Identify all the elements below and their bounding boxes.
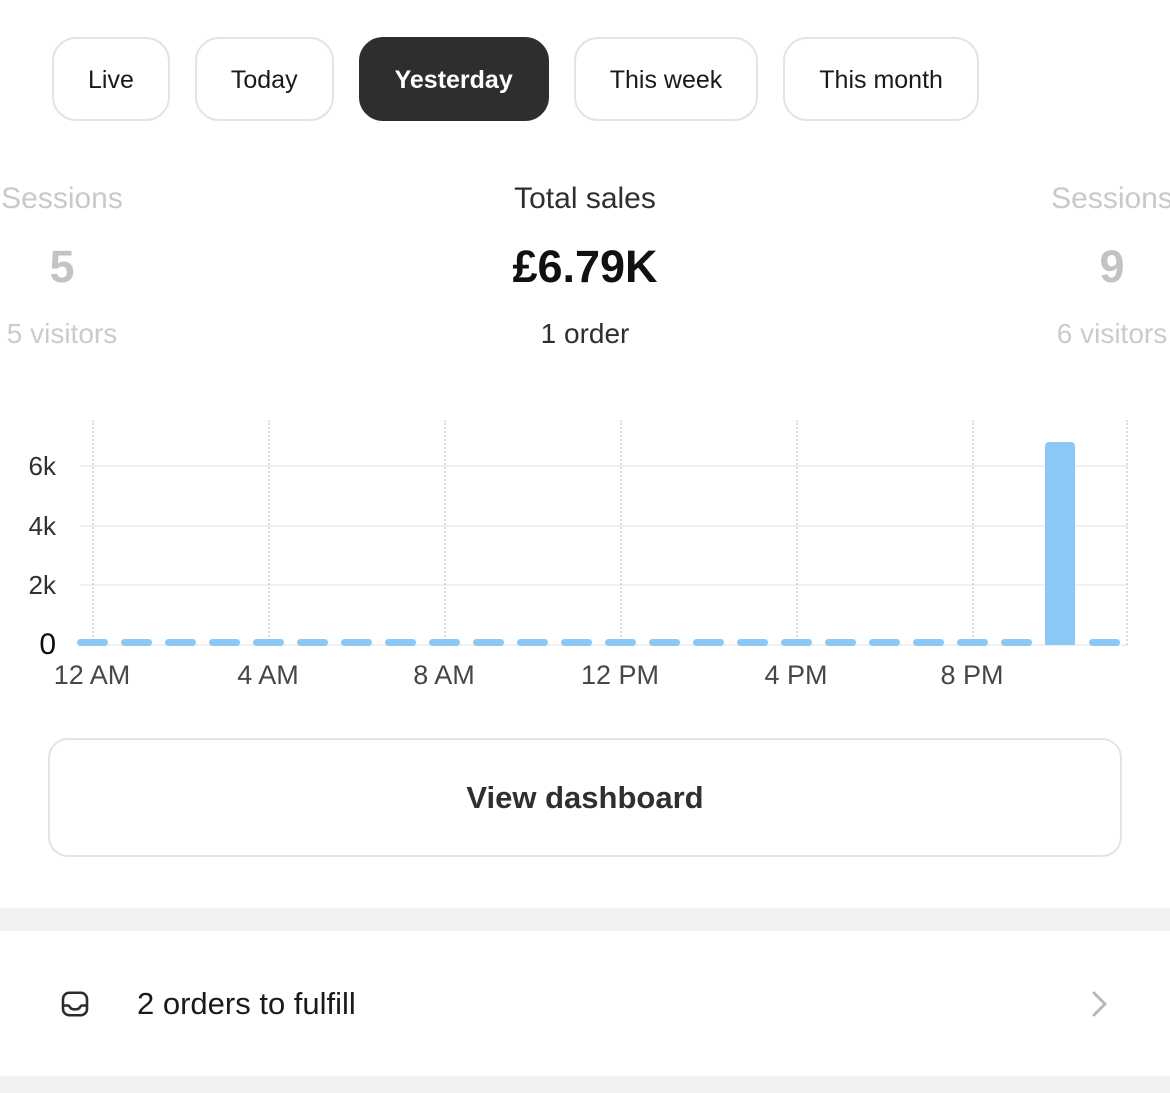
chart-zero-dash <box>1000 639 1032 646</box>
chart-zero-dash <box>164 639 196 646</box>
chart-zero-dash <box>780 639 812 646</box>
chart-gridline-h <box>80 584 1128 587</box>
metric-value: £6.79K <box>512 241 658 292</box>
metrics-carousel[interactable]: Sessions 5 5 visitors Total sales £6.79K… <box>0 175 1170 370</box>
chart-zero-dash <box>868 639 900 646</box>
chart-x-tick-label: 8 PM <box>940 660 1004 690</box>
orders-to-fulfill-row[interactable]: 2 orders to fulfill <box>0 931 1170 1076</box>
chart-zero-dash <box>340 639 372 646</box>
orders-inbox-icon <box>57 986 93 1022</box>
chart-gridline-v <box>92 420 94 645</box>
chart-zero-dash <box>516 639 548 646</box>
metric-value: 9 <box>1099 241 1125 292</box>
chart-y-tick-label: 6k <box>28 451 56 481</box>
tab-live[interactable]: Live <box>52 37 170 121</box>
chart-zero-dash <box>252 639 284 646</box>
chart-zero-dash <box>1088 639 1120 646</box>
chart-x-tick-label: 12 PM <box>580 660 660 690</box>
chart-zero-dash <box>76 639 108 646</box>
separator-band-bottom <box>0 1076 1170 1093</box>
separator-band-top <box>0 908 1170 931</box>
metric-label: Total sales <box>514 182 656 215</box>
chart-zero-dash <box>384 639 416 646</box>
metric-sessions-left: Sessions 5 5 visitors <box>0 175 232 351</box>
orders-label: 2 orders to fulfill <box>137 985 356 1021</box>
chart-x-tick-label: 12 AM <box>53 660 131 690</box>
metric-value: 5 <box>49 241 75 292</box>
chart-zero-dash <box>428 639 460 646</box>
metric-subtext: 5 visitors <box>6 318 118 349</box>
chart-gridline-h <box>80 465 1128 467</box>
metric-sessions-right: Sessions 9 6 visitors <box>942 175 1170 351</box>
chart-y-tick-label: 4k <box>28 510 56 541</box>
tab-today[interactable]: Today <box>194 37 334 121</box>
chart-gridline-v <box>620 420 622 645</box>
metric-label: Sessions <box>1 182 123 215</box>
tab-this-month[interactable]: This month <box>783 37 979 121</box>
chart-gridline-h <box>80 524 1128 527</box>
chart-gridline-v <box>268 420 270 645</box>
metric-total-sales: Total sales £6.79K 1 order <box>0 175 1170 351</box>
tab-yesterday[interactable]: Yesterday <box>358 37 549 121</box>
chart-zero-dash <box>736 639 768 646</box>
chevron-right-icon <box>1086 987 1112 1021</box>
chart-zero-dash <box>208 639 240 646</box>
chart-zero-dash <box>912 639 944 646</box>
metric-subtext: 6 visitors <box>1056 318 1168 349</box>
chart-zero-dash <box>956 639 988 646</box>
chart-zero-dash <box>472 639 504 646</box>
chart-zero-dash <box>296 639 328 646</box>
chart-x-tick-label: 4 AM <box>237 660 299 690</box>
chart-gridline-v <box>796 420 798 645</box>
chart-x-tick-label: 8 AM <box>413 660 475 690</box>
chart-gridline-v <box>972 420 974 645</box>
metric-label: Sessions <box>1051 182 1170 215</box>
chart-gridline-v <box>1126 420 1128 645</box>
chart-x-tick-label: 4 PM <box>764 660 828 690</box>
metric-subtext: 1 order <box>540 318 630 349</box>
chart-zero-dash <box>120 639 152 646</box>
chart-gridline-v <box>444 420 446 645</box>
chart-zero-dash <box>824 639 856 646</box>
chart-zero-dash <box>648 639 680 646</box>
chart-y-tick-label: 0 <box>39 628 56 661</box>
chart-zero-dash <box>604 639 636 646</box>
tab-this-week[interactable]: This week <box>573 37 759 121</box>
chart-gridline-h <box>80 644 1128 646</box>
sales-chart: 0 2k 4k 6k 12 AM 4 AM 8 AM 12 PM 4 PM 8 PM <box>0 380 1170 700</box>
chart-bar <box>1045 442 1075 645</box>
chart-y-tick-label: 2k <box>28 570 56 601</box>
chart-zero-dash <box>692 639 724 646</box>
time-range-tabs: Live Today Yesterday This week This mont… <box>52 37 979 121</box>
view-dashboard-button[interactable]: View dashboard <box>48 738 1122 857</box>
chart-zero-dash <box>560 639 592 646</box>
